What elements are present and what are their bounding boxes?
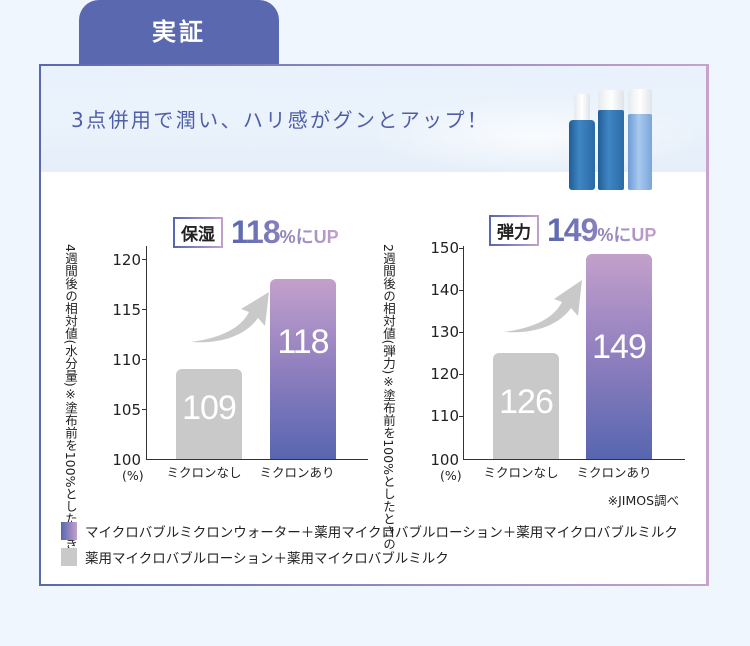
up-arrow-icon (191, 292, 269, 343)
legend-label: 薬用マイクロバブルローション＋薬用マイクロバブルミルク (85, 551, 449, 567)
bottle-lotion (598, 90, 624, 190)
tick-label: 100 (430, 451, 459, 469)
tick-label: 110 (112, 351, 141, 369)
y-unit: (%) (440, 468, 462, 483)
up-arrow-icon (504, 280, 582, 333)
x-category: ミクロンあり (576, 465, 652, 480)
y-unit: (%) (122, 468, 144, 483)
chart-headline-value: 149%にUP (547, 212, 656, 249)
y-axis-note-line1: ※塗布前を100%としたときの (63, 386, 78, 563)
headline-number: 118 (231, 214, 280, 250)
tick-label: 130 (430, 323, 459, 341)
evidence-panel: 3点併用で潤い、ハリ感がグンとアップ！ 保湿 118%にUP 4週間後の相対値(… (39, 64, 709, 586)
headline-suffix: にUP (613, 225, 657, 245)
tab-jissho: 実証 (79, 0, 279, 65)
legend-label: マイクロバブルミクロンウォーター＋薬用マイクロバブルローション＋薬用マイクロバブ… (85, 525, 678, 541)
y-axis-note-line2: 2週間後の相対値(弾力) (381, 244, 396, 375)
tick-label: 105 (112, 401, 141, 419)
bar-value: 126 (499, 383, 554, 421)
hero-headline: 3点併用で潤い、ハリ感がグンとアップ！ (71, 108, 490, 132)
legend-swatch-purple (61, 522, 77, 540)
bottle-water (569, 94, 595, 190)
bar-value: 149 (592, 328, 647, 366)
headline-number: 149 (547, 212, 598, 248)
bar-without-micron: 109 (176, 369, 242, 459)
panel-body: 3点併用で潤い、ハリ感がグンとアップ！ 保湿 118%にUP 4週間後の相対値(… (41, 66, 707, 584)
chart-headline: 保湿 118%にUP (173, 214, 339, 251)
y-axis-note-line2: 4週間後の相対値(水分量) (63, 244, 78, 387)
legend-item-two-step: 薬用マイクロバブルローション＋薬用マイクロバブルミルク (61, 544, 678, 570)
tick-label: 120 (430, 365, 459, 383)
chart-headline: 弾力 149%にUP (489, 212, 656, 249)
x-category: ミクロンなし (166, 465, 242, 480)
tick-label: 115 (112, 301, 141, 319)
bar-with-micron: 149 (586, 254, 652, 459)
tick-label: 140 (430, 281, 459, 299)
chart-badge: 弾力 (489, 215, 539, 246)
tick-label: 100 (112, 451, 141, 469)
headline-suffix: にUP (295, 227, 339, 247)
x-category: ミクロンなし (483, 465, 559, 480)
bottle-milk (628, 89, 652, 190)
headline-unit: % (279, 227, 296, 247)
chart-badge: 保湿 (173, 217, 223, 248)
legend-item-three-step: マイクロバブルミクロンウォーター＋薬用マイクロバブルローション＋薬用マイクロバブ… (61, 518, 678, 544)
legend-swatch-gray (61, 548, 77, 566)
headline-unit: % (597, 225, 614, 245)
chart-axes: 109 118 (142, 246, 368, 460)
tick-label: 120 (112, 251, 141, 269)
product-bottles-image (569, 89, 657, 190)
x-category: ミクロンあり (259, 465, 335, 480)
bar-value: 118 (277, 323, 329, 361)
tick-label: 150 (430, 239, 459, 257)
tick-label: 110 (430, 407, 459, 425)
legend: マイクロバブルミクロンウォーター＋薬用マイクロバブルローション＋薬用マイクロバブ… (61, 518, 678, 570)
y-axis-note: 4週間後の相対値(水分量)※塗布前を100%としたときの (63, 244, 78, 562)
y-axis-note: 2週間後の相対値(弾力)※塗布前を100%としたときの (381, 244, 396, 550)
bar-with-micron: 118 (270, 279, 336, 459)
tab-label: 実証 (152, 18, 206, 46)
bar-value: 109 (182, 389, 237, 427)
chart-axes: 126 149 (459, 246, 685, 460)
source-note: ※JIMOS調べ (607, 493, 679, 508)
y-axis-note-line1: ※塗布前を100%としたときの (381, 374, 396, 550)
bar-without-micron: 126 (493, 353, 559, 459)
